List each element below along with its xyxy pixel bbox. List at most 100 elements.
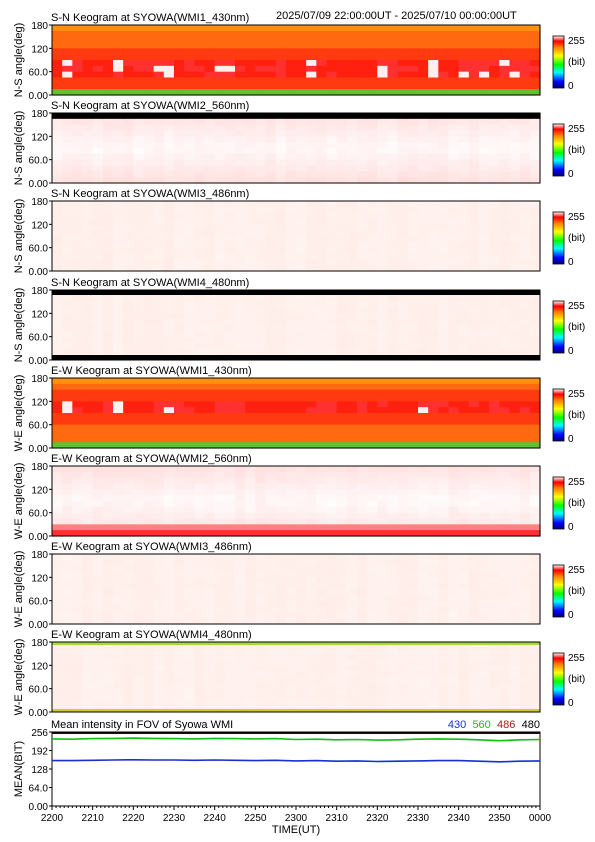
heatmap-cell	[224, 401, 236, 408]
heatmap-cell	[92, 647, 104, 655]
panel-frame	[51, 200, 541, 272]
heatmap-cell	[509, 700, 521, 707]
heatmap-cell	[428, 325, 439, 332]
heatmap-cell	[285, 313, 297, 320]
heatmap-cell	[367, 230, 378, 237]
heatmap-cell	[387, 495, 399, 502]
heatmap-cell	[346, 442, 358, 449]
heatmap-cell	[468, 253, 480, 260]
heatmap-cell	[92, 259, 104, 266]
heatmap-cell	[519, 677, 531, 684]
heatmap-cell	[72, 430, 84, 437]
heatmap-cell	[235, 383, 246, 391]
heatmap-cell	[346, 530, 358, 537]
heatmap-cell	[184, 489, 195, 496]
heatmap-cell	[529, 413, 541, 420]
heatmap-cell	[204, 530, 216, 537]
heatmap-cell	[133, 688, 145, 696]
heatmap-cell	[214, 142, 226, 149]
heatmap-cell	[418, 65, 429, 73]
heatmap-cell	[377, 71, 389, 79]
heatmap-cell	[214, 583, 226, 590]
heatmap-cell	[529, 512, 541, 520]
heatmap-cell	[316, 659, 328, 666]
heatmap-cell	[499, 124, 511, 132]
heatmap-cell	[214, 395, 226, 402]
heatmap-cell	[346, 489, 358, 496]
heatmap-cell	[163, 577, 175, 584]
heatmap-cell	[224, 612, 236, 619]
heatmap-cell	[113, 671, 124, 678]
heatmap-cell	[387, 477, 399, 485]
heatmap-cell	[224, 265, 236, 272]
heatmap-cell	[387, 671, 399, 678]
heatmap-cell	[509, 571, 521, 578]
heatmap-cell	[82, 236, 94, 243]
heatmap-cell	[519, 201, 531, 208]
heatmap-cell	[123, 694, 134, 701]
heatmap-cell	[153, 418, 165, 426]
heatmap-cell	[357, 224, 368, 231]
heatmap-cell	[102, 682, 114, 690]
heatmap-cell	[397, 418, 409, 426]
heatmap-cell	[82, 495, 94, 502]
heatmap-cell	[316, 430, 328, 437]
heatmap-cell	[143, 171, 155, 178]
heatmap-cell	[285, 383, 297, 391]
heatmap-cell	[326, 606, 338, 613]
heatmap-cell	[529, 25, 541, 32]
heatmap-cell	[519, 600, 531, 608]
heatmap-cell	[479, 118, 490, 126]
heatmap-cell	[72, 253, 84, 260]
heatmap-cell	[489, 395, 500, 402]
heatmap-cell	[357, 118, 368, 126]
heatmap-cell	[489, 159, 500, 167]
heatmap-cell	[235, 606, 246, 613]
heatmap-cell	[458, 142, 470, 149]
heatmap-cell	[153, 313, 165, 320]
heatmap-cell	[123, 559, 134, 567]
heatmap-cell	[163, 54, 175, 61]
heatmap-cell	[346, 124, 358, 132]
heatmap-cell	[102, 218, 114, 225]
heatmap-cell	[346, 159, 358, 167]
heatmap-cell	[499, 577, 511, 584]
heatmap-cell	[143, 330, 155, 338]
heatmap-cell	[407, 489, 419, 496]
heatmap-cell	[499, 600, 511, 608]
keogram-panel: E-W Keogram at SYOWA(WMI1_430nm)18012060…	[13, 365, 585, 455]
heatmap-cell	[113, 383, 124, 391]
heatmap-cell	[62, 554, 73, 561]
heatmap-cell	[143, 518, 155, 525]
heatmap-cell	[377, 136, 389, 143]
heatmap-cell	[143, 342, 155, 349]
heatmap-cell	[245, 554, 256, 561]
heatmap-cell	[377, 307, 389, 314]
heatmap-cell	[194, 530, 206, 537]
heatmap-cell	[133, 583, 145, 590]
heatmap-cell	[72, 477, 84, 485]
heatmap-cell	[224, 165, 236, 172]
heatmap-cell	[245, 407, 256, 414]
heatmap-cell	[72, 618, 84, 625]
heatmap-cell	[255, 83, 267, 90]
heatmap-cell	[306, 700, 317, 707]
colorbar	[552, 388, 565, 442]
heatmap-cell	[285, 224, 297, 231]
y-axis-label: N-S angle(deg)	[13, 23, 25, 98]
heatmap-cell	[367, 218, 378, 225]
heatmap-cell	[428, 336, 439, 344]
heatmap-cell	[102, 583, 114, 590]
heatmap-cell	[397, 424, 409, 432]
heatmap-cell	[245, 642, 256, 649]
heatmap-cell	[377, 477, 389, 485]
heatmap-cell	[418, 554, 429, 561]
heatmap-cell	[102, 295, 114, 303]
heatmap-cell	[448, 77, 460, 84]
heatmap-cell	[499, 682, 511, 690]
heatmap-cell	[133, 389, 145, 397]
heatmap-cell	[499, 554, 511, 561]
heatmap-cell	[377, 36, 389, 44]
heatmap-cell	[336, 682, 348, 690]
heatmap-cell	[499, 253, 511, 260]
